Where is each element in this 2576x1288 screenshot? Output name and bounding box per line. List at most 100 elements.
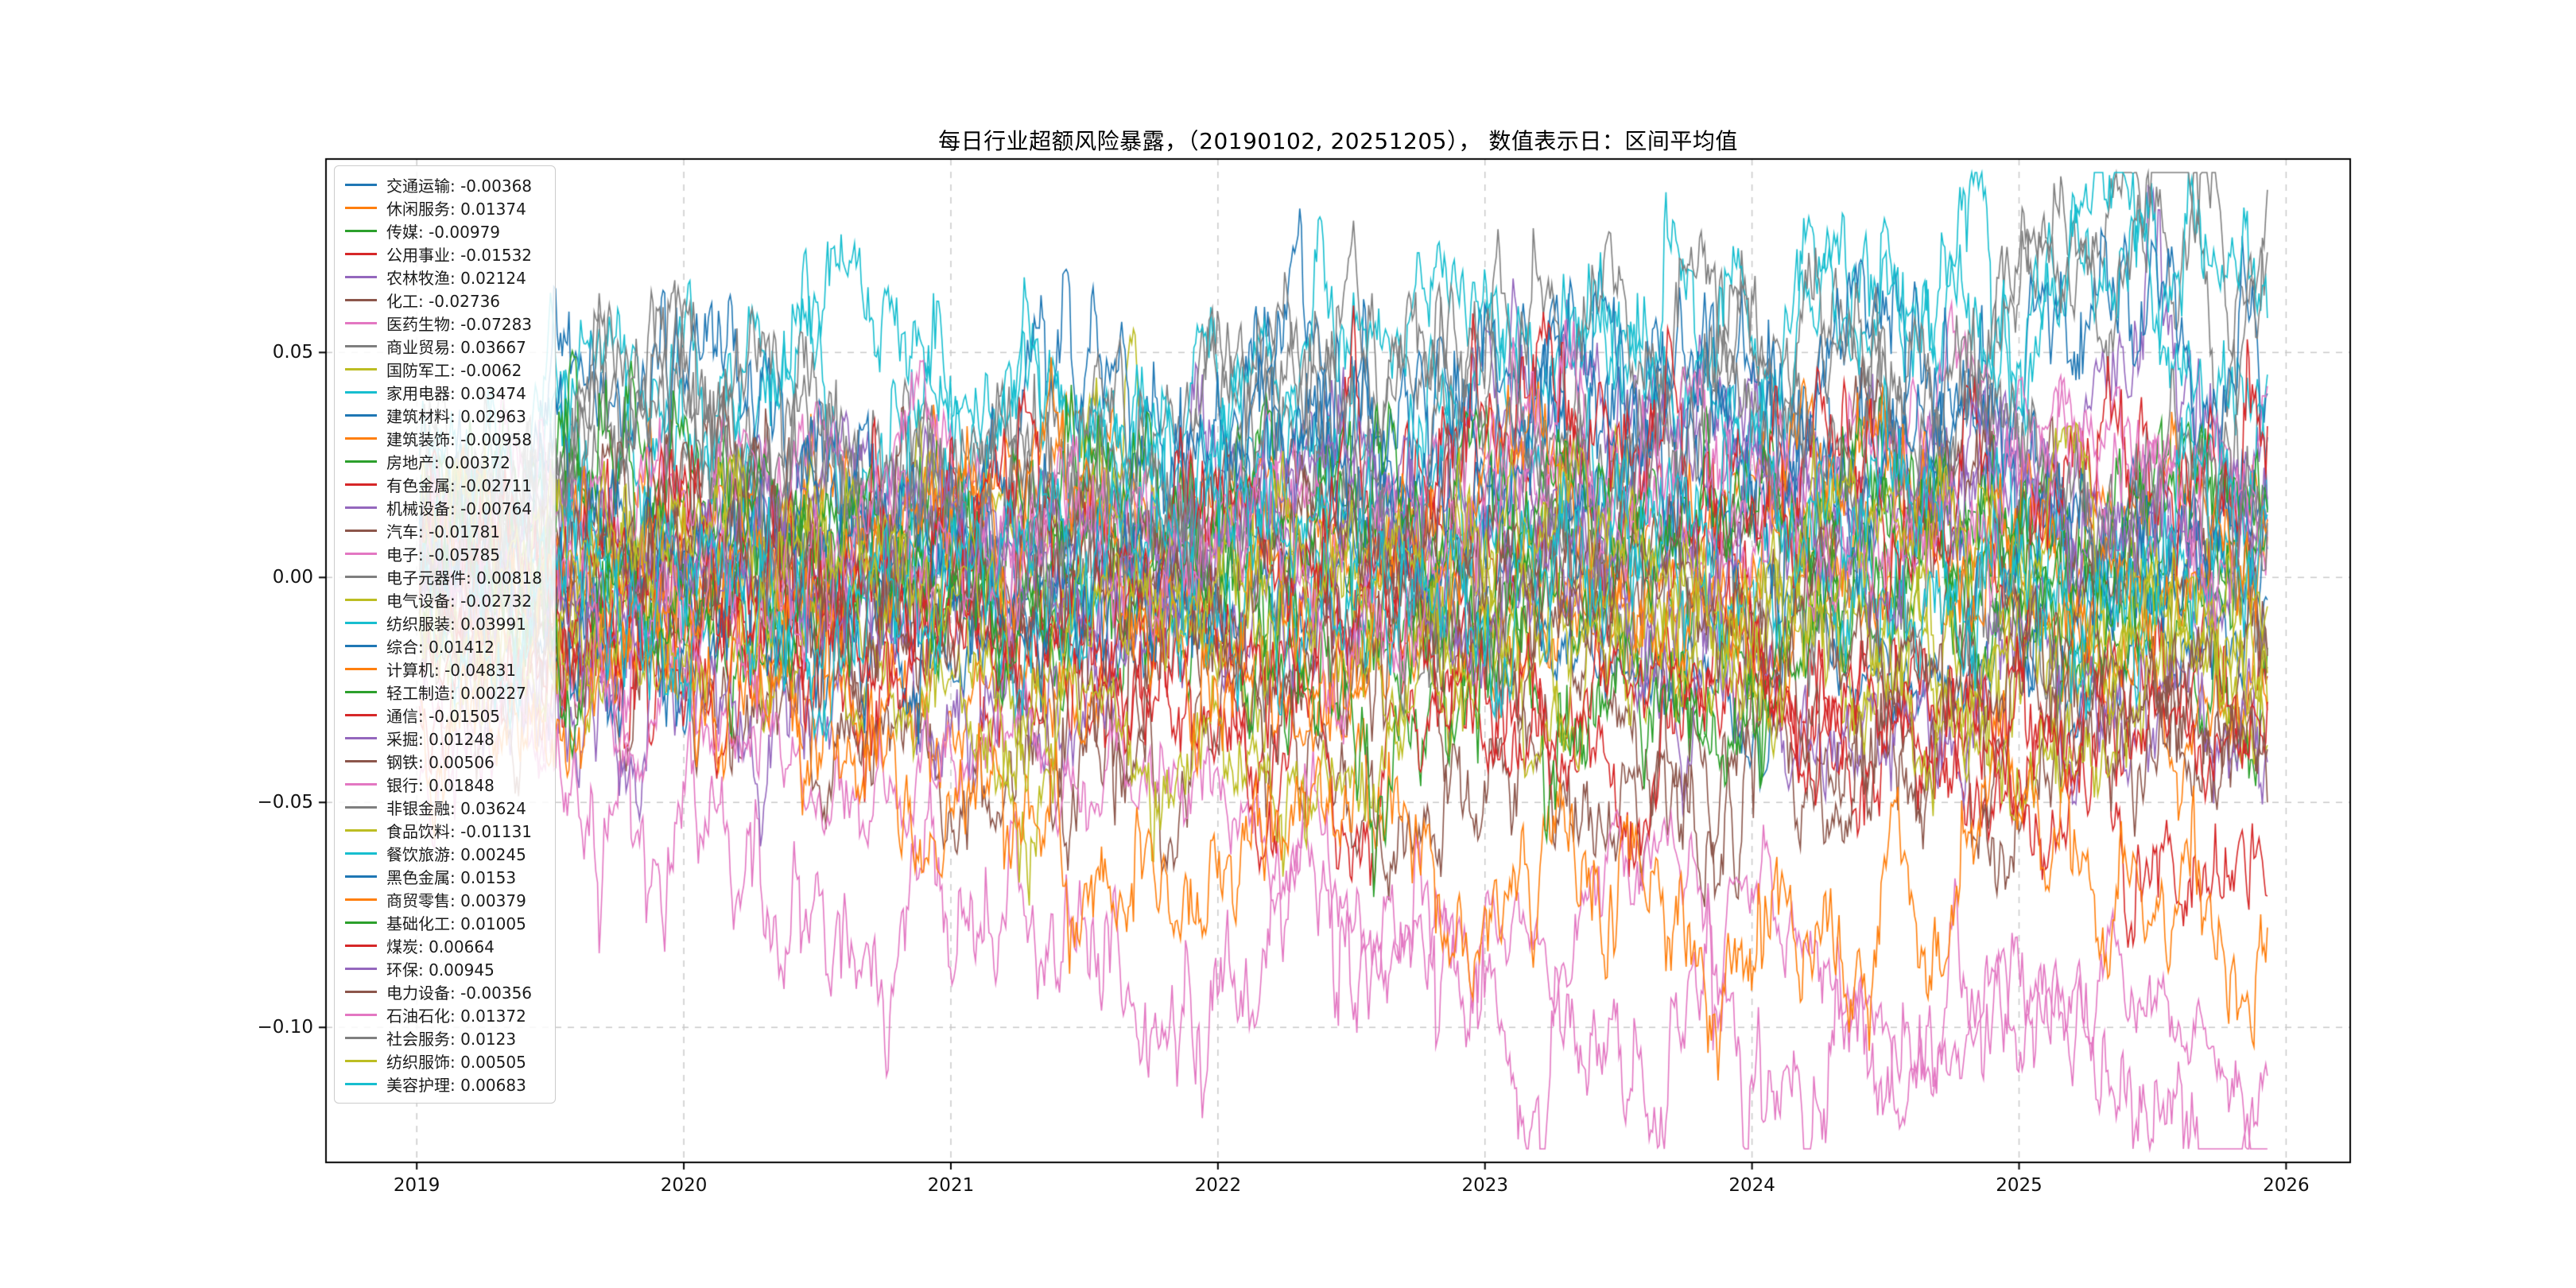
legend-item: 综合: 0.01412 — [345, 634, 542, 658]
legend-label: 交通运输: -0.00368 — [386, 177, 533, 196]
legend-item: 建筑装饰: -0.00958 — [345, 427, 542, 450]
legend-line-swatch — [345, 437, 377, 440]
legend-line-swatch — [345, 898, 377, 901]
legend-item: 电气设备: -0.02732 — [345, 588, 542, 611]
legend-label: 传媒: -0.00979 — [386, 223, 501, 242]
legend-line-swatch — [345, 414, 377, 417]
legend-item: 家用电器: 0.03474 — [345, 381, 542, 404]
legend-label: 公用事业: -0.01532 — [386, 246, 533, 265]
legend-line-swatch — [345, 783, 377, 786]
y-tick-label: −0.05 — [257, 792, 313, 813]
legend-item: 交通运输: -0.00368 — [345, 173, 542, 196]
x-tick-label: 2025 — [1996, 1175, 2043, 1196]
legend-item: 商贸零售: 0.00379 — [345, 888, 542, 911]
legend-label: 食品饮料: -0.01131 — [386, 822, 533, 841]
legend-label: 环保: 0.00945 — [386, 960, 495, 980]
legend-label: 餐饮旅游: 0.00245 — [386, 845, 526, 864]
legend-line-swatch — [345, 760, 377, 762]
x-tick-label: 2026 — [2263, 1175, 2310, 1196]
legend-line-swatch — [345, 945, 377, 947]
legend-item: 美容护理: 0.00683 — [345, 1073, 542, 1096]
legend-item: 休闲服务: 0.01374 — [345, 196, 542, 219]
y-tick-label: 0.00 — [272, 567, 313, 588]
legend-line-swatch — [345, 645, 377, 647]
legend-line-swatch — [345, 714, 377, 716]
legend-item: 机械设备: -0.00764 — [345, 496, 542, 519]
legend-item: 电子元器件: 0.00818 — [345, 565, 542, 588]
legend-label: 社会服务: 0.0123 — [386, 1030, 517, 1049]
legend-item: 钢铁: 0.00506 — [345, 750, 542, 773]
legend-label: 机械设备: -0.00764 — [386, 499, 533, 518]
legend-line-swatch — [345, 737, 377, 739]
legend-line-swatch — [345, 668, 377, 670]
legend-line-swatch — [345, 276, 377, 278]
legend-item: 商业贸易: 0.03667 — [345, 335, 542, 358]
legend-label: 商贸零售: 0.00379 — [386, 891, 526, 910]
legend-item: 环保: 0.00945 — [345, 957, 542, 980]
legend-line-swatch — [345, 460, 377, 463]
chart-title: 每日行业超额风险暴露，（20190102, 20251205）， 数值表示日：区… — [938, 128, 1738, 154]
legend-item: 有色金属: -0.02711 — [345, 473, 542, 496]
legend-label: 通信: -0.01505 — [386, 707, 501, 726]
legend-item: 公用事业: -0.01532 — [345, 242, 542, 266]
legend-label: 商业贸易: 0.03667 — [386, 338, 526, 357]
legend-label: 电气设备: -0.02732 — [386, 592, 533, 611]
legend-line-swatch — [345, 576, 377, 578]
legend-label: 农林牧渔: 0.02124 — [386, 269, 526, 288]
legend-line-swatch — [345, 230, 377, 232]
legend-line-swatch — [345, 1060, 377, 1062]
legend-item: 社会服务: 0.0123 — [345, 1026, 542, 1049]
legend-label: 纺织服饰: 0.00505 — [386, 1053, 526, 1072]
x-tick-label: 2020 — [660, 1175, 708, 1196]
legend-label: 建筑装饰: -0.00958 — [386, 430, 533, 449]
legend-line-swatch — [345, 299, 377, 301]
legend-label: 石油石化: 0.01372 — [386, 1007, 526, 1026]
legend-line-swatch — [345, 322, 377, 324]
legend-line-swatch — [345, 1083, 377, 1085]
x-tick-label: 2022 — [1194, 1175, 1242, 1196]
legend-item: 电力设备: -0.00356 — [345, 980, 542, 1003]
legend-label: 国防军工: -0.0062 — [386, 361, 522, 380]
legend-item: 传媒: -0.00979 — [345, 219, 542, 242]
legend-label: 建筑材料: 0.02963 — [386, 407, 526, 426]
legend-line-swatch — [345, 391, 377, 394]
legend-line-swatch — [345, 806, 377, 809]
legend-item: 通信: -0.01505 — [345, 704, 542, 727]
legend-line-swatch — [345, 483, 377, 486]
y-tick-label: 0.05 — [272, 342, 313, 363]
legend-label: 美容护理: 0.00683 — [386, 1076, 526, 1095]
legend-line-swatch — [345, 530, 377, 532]
legend-label: 基础化工: 0.01005 — [386, 914, 526, 933]
legend-item: 银行: 0.01848 — [345, 773, 542, 796]
legend-label: 综合: 0.01412 — [386, 638, 495, 657]
legend-line-swatch — [345, 207, 377, 209]
legend-item: 建筑材料: 0.02963 — [345, 404, 542, 427]
legend-line-swatch — [345, 506, 377, 509]
legend-line-swatch — [345, 1037, 377, 1039]
legend-item: 房地产: 0.00372 — [345, 450, 542, 473]
x-tick-label: 2019 — [393, 1175, 440, 1196]
legend-item: 黑色金属: 0.0153 — [345, 865, 542, 888]
legend-item: 采掘: 0.01248 — [345, 727, 542, 750]
legend-label: 有色金属: -0.02711 — [386, 476, 533, 495]
legend-line-swatch — [345, 829, 377, 832]
legend-item: 基础化工: 0.01005 — [345, 911, 542, 934]
legend-item: 计算机: -0.04831 — [345, 658, 542, 681]
legend-item: 餐饮旅游: 0.00245 — [345, 842, 542, 865]
legend-label: 非银金融: 0.03624 — [386, 799, 526, 818]
legend-label: 煤炭: 0.00664 — [386, 937, 495, 956]
legend-label: 电子元器件: 0.00818 — [386, 568, 542, 588]
legend-item: 轻工制造: 0.00227 — [345, 681, 542, 704]
legend-label: 黑色金属: 0.0153 — [386, 868, 517, 887]
legend-item: 煤炭: 0.00664 — [345, 934, 542, 957]
legend-item: 国防军工: -0.0062 — [345, 358, 542, 381]
legend-item: 电子: -0.05785 — [345, 542, 542, 565]
legend-line-swatch — [345, 921, 377, 924]
legend-label: 化工: -0.02736 — [386, 292, 501, 311]
legend-item: 纺织服饰: 0.00505 — [345, 1049, 542, 1073]
legend-item: 汽车: -0.01781 — [345, 519, 542, 542]
legend-item: 非银金融: 0.03624 — [345, 796, 542, 819]
legend-item: 农林牧渔: 0.02124 — [345, 266, 542, 289]
legend-label: 钢铁: 0.00506 — [386, 753, 495, 772]
